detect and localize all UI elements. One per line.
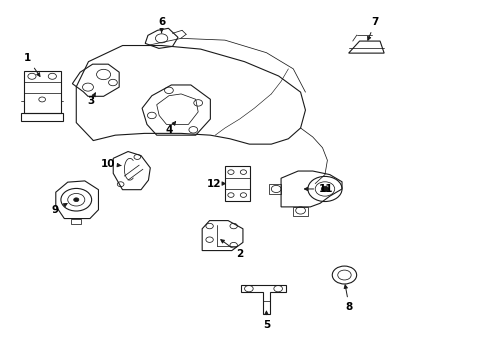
Text: 6: 6 (158, 17, 165, 33)
Text: 11: 11 (304, 184, 333, 194)
Text: 5: 5 (262, 311, 269, 330)
Text: 3: 3 (87, 93, 95, 106)
Text: 8: 8 (344, 285, 352, 312)
Text: 1: 1 (24, 53, 40, 76)
Text: 12: 12 (206, 179, 225, 189)
Text: 9: 9 (52, 203, 67, 216)
Circle shape (321, 186, 328, 192)
Circle shape (74, 198, 79, 202)
Text: 10: 10 (101, 159, 121, 169)
Text: 4: 4 (165, 122, 175, 135)
Text: 2: 2 (221, 240, 243, 258)
Text: 7: 7 (367, 17, 378, 40)
